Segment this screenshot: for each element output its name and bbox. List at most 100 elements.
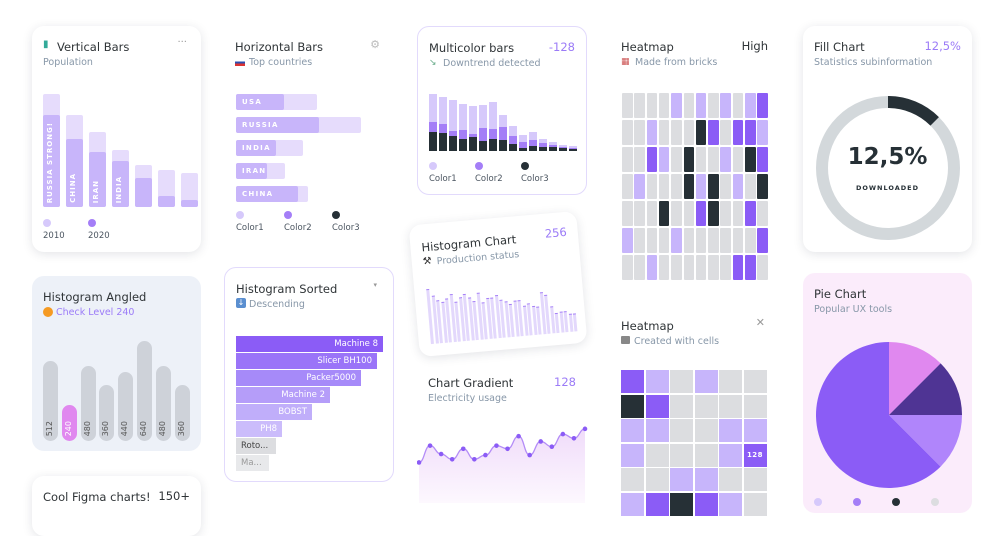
card-badge: 128 — [554, 375, 576, 389]
histogram-cap — [472, 300, 476, 303]
pie-slice — [816, 342, 941, 488]
stack-segment — [459, 139, 467, 151]
heatmap-cell — [634, 201, 645, 226]
heatmap-cell — [732, 93, 744, 118]
bar-label: INDIA — [242, 144, 271, 152]
stack-segment — [509, 126, 517, 136]
stack-segment — [529, 132, 537, 140]
legend-dot — [284, 211, 292, 219]
heatmap-cell — [757, 174, 768, 199]
histogram-cap — [539, 291, 543, 294]
heatmap-cell — [634, 255, 645, 280]
stack-segment — [439, 133, 447, 151]
chevron-down-icon[interactable]: ▾ — [373, 281, 377, 289]
arrow-down-icon: ↓ — [236, 298, 246, 308]
data-point — [483, 452, 488, 458]
stack-segment — [509, 136, 517, 144]
heatmap-cell — [757, 120, 768, 145]
card-subtitle: Electricity usage — [428, 393, 507, 404]
heatmap-cell — [720, 147, 731, 172]
bar-2020 — [66, 139, 83, 207]
card-subtitle: Made from bricks — [635, 57, 718, 68]
card-subtitle: Descending — [249, 299, 305, 310]
histogram-cap — [554, 312, 559, 315]
histogram-sorted-card: Histogram Sorted ▾ ↓ Descending Machine … — [224, 267, 394, 482]
stack-segment — [509, 144, 517, 151]
heatmap-cell — [622, 93, 633, 118]
heatmap-cell — [719, 370, 742, 393]
sorted-bar: Machine 2 — [236, 387, 330, 403]
heatmap-cell — [719, 419, 742, 442]
area-fill — [419, 428, 585, 503]
legend-dot — [236, 211, 244, 219]
pie-slice — [889, 415, 962, 467]
heatmap-cell — [719, 468, 742, 491]
heatmap-cell — [683, 228, 694, 253]
bar-2010 — [181, 173, 198, 207]
heatmap-cell — [658, 120, 670, 145]
histogram-cap — [563, 310, 567, 313]
legend-label: Color3 — [521, 174, 549, 184]
heatmap-cell — [757, 228, 768, 253]
data-point — [449, 457, 455, 462]
card-badge: 12,5% — [924, 39, 961, 53]
heatmap-cell — [732, 228, 744, 253]
close-icon[interactable]: ✕ — [755, 316, 765, 329]
heatmap-cell — [743, 419, 767, 442]
data-point — [472, 457, 477, 462]
stack-segment — [449, 131, 457, 136]
heatmap-cell — [745, 201, 756, 226]
card-title: Histogram Angled — [43, 290, 147, 304]
heatmap-cell — [743, 370, 767, 393]
rounded-bar — [43, 361, 58, 441]
heatmap-cell — [695, 255, 707, 280]
tools-icon: ⚒ — [422, 255, 433, 268]
histogram-cap — [508, 303, 513, 306]
heatmap-cell — [634, 228, 645, 253]
pie-slice — [889, 342, 941, 415]
donut-value: 12,5% — [847, 144, 928, 170]
folder-icon — [621, 336, 630, 344]
legend-label: 2010 — [43, 231, 65, 241]
heatmap-cell — [720, 120, 731, 145]
bar-front — [236, 163, 267, 179]
heatmap-cell — [757, 255, 768, 280]
bar-value: 640 — [139, 420, 148, 436]
heatmap-cell — [670, 492, 693, 516]
heatmap-cell — [645, 468, 669, 491]
gear-icon[interactable]: ⚙ — [370, 38, 380, 51]
heatmap-cell — [646, 228, 658, 253]
warning-icon — [43, 307, 53, 317]
stacked-bar-chart — [429, 87, 577, 151]
line — [418, 428, 586, 464]
heatmap-cell — [745, 147, 756, 172]
bar-2020 — [89, 152, 106, 207]
data-point — [582, 426, 588, 432]
horizontal-bars-card: Horizontal Bars Top countries ⚙ USA RUSSI… — [224, 26, 394, 246]
heatmap-cell — [670, 394, 693, 418]
heatmap-cell — [745, 174, 756, 199]
legend-label: Color2 — [475, 174, 503, 184]
more-icon[interactable]: ··· — [177, 37, 187, 48]
heatmap-cell — [695, 228, 707, 253]
stack-segment — [449, 100, 457, 131]
legend-dot — [475, 162, 483, 170]
card-subtitle: Downtrend detected — [443, 58, 541, 69]
rounded-bar-chart: 512 240 480 360 440 640 480 360 — [43, 336, 193, 441]
legend-dot — [521, 162, 529, 170]
bar-label: RUSSIA STRONG! — [46, 121, 54, 203]
heatmap-cell — [732, 120, 744, 145]
bar-label: USA — [242, 98, 263, 106]
heatmap-cell — [671, 255, 682, 280]
legend-dot — [931, 498, 939, 506]
histogram-cap — [512, 299, 517, 302]
heatmap-cell — [695, 201, 707, 226]
sorted-bar-chart: Machine 8 Slicer BH100 Packer5000 Machine 2… — [236, 336, 386, 472]
heatmap-cell — [694, 370, 718, 393]
stack-segment — [559, 147, 567, 148]
card-subtitle: Population — [43, 57, 93, 68]
legend-label: Color1 — [236, 223, 264, 233]
stack-segment — [519, 148, 527, 151]
data-point — [460, 446, 466, 452]
heatmap-cell — [743, 394, 767, 418]
